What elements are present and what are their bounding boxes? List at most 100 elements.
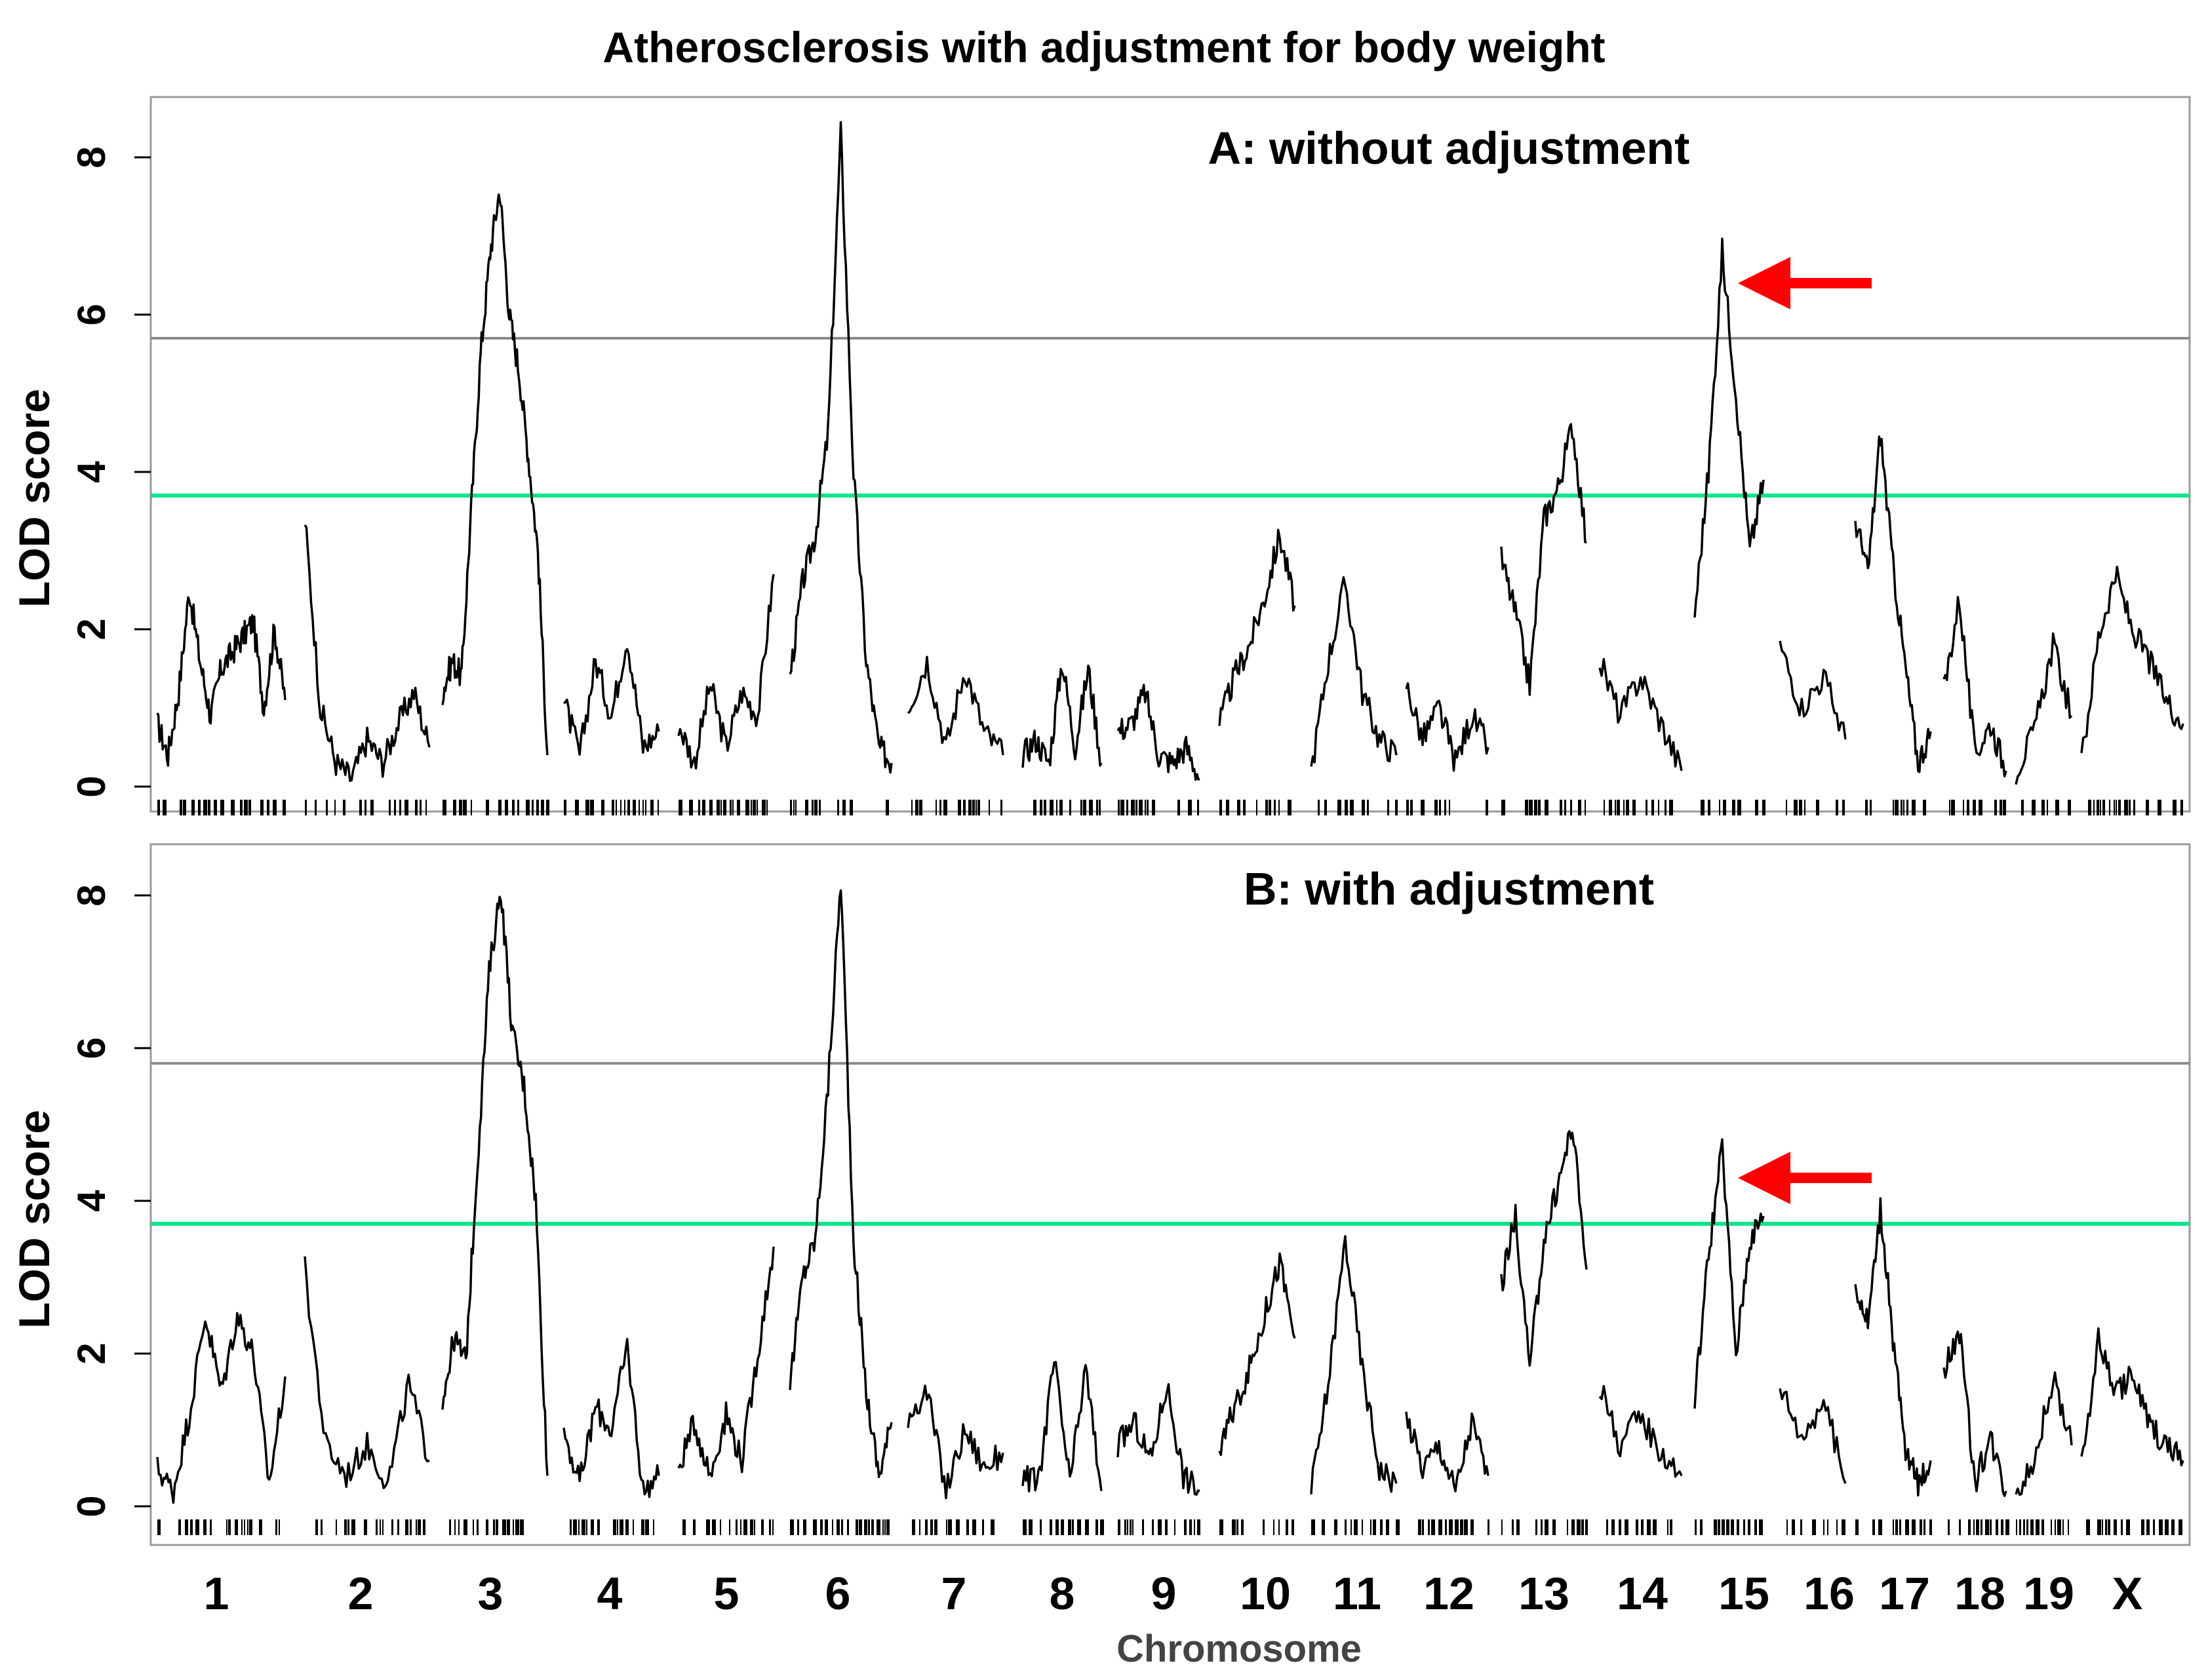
marker-tick (790, 800, 792, 815)
marker-tick (513, 1519, 514, 1535)
marker-tick (347, 1519, 349, 1535)
x-tick-label-chr-10: 10 (1240, 1568, 1291, 1619)
marker-tick (1606, 1519, 1608, 1535)
marker-tick (2041, 1519, 2044, 1535)
marker-tick (1184, 1519, 1187, 1535)
marker-tick (1130, 1519, 1132, 1535)
marker-tick (625, 1519, 629, 1535)
marker-tick (420, 800, 422, 815)
marker-tick (915, 800, 918, 815)
marker-tick (2097, 800, 2099, 815)
marker-tick (326, 800, 328, 815)
lod-curve-chr-2 (304, 524, 431, 782)
marker-tick (351, 1519, 355, 1535)
marker-tick (283, 800, 286, 815)
marker-tick (841, 1519, 843, 1535)
marker-tick (1893, 800, 1894, 815)
marker-tick (1056, 800, 1057, 815)
panel-b-marker-rug (157, 1519, 2182, 1535)
marker-tick (1893, 1519, 1894, 1535)
marker-tick (1516, 1519, 1520, 1535)
marker-tick (458, 1519, 460, 1535)
marker-tick (1118, 800, 1120, 815)
marker-tick (275, 1519, 277, 1535)
marker-tick (2041, 800, 2045, 815)
marker-tick (471, 800, 472, 815)
marker-tick (645, 800, 646, 815)
marker-tick (1979, 800, 1982, 815)
figure-title: Atherosclerosis with adjustment for body… (602, 23, 1605, 71)
marker-tick (2173, 800, 2177, 815)
marker-tick (939, 800, 941, 815)
marker-tick (1100, 1519, 1104, 1535)
marker-tick (613, 1519, 616, 1535)
marker-tick (512, 800, 515, 815)
marker-tick (1827, 1519, 1828, 1535)
marker-tick (195, 1519, 199, 1535)
marker-tick (1232, 1519, 1236, 1535)
marker-tick (633, 800, 636, 815)
marker-tick (1345, 1519, 1347, 1535)
marker-tick (1585, 800, 1586, 815)
marker-tick (315, 800, 317, 815)
marker-tick (1731, 1519, 1734, 1535)
marker-tick (877, 1519, 880, 1535)
marker-tick (1449, 800, 1450, 815)
marker-tick (391, 1519, 393, 1535)
marker-tick (578, 1519, 580, 1535)
marker-tick (1387, 800, 1389, 815)
marker-tick (1923, 800, 1926, 815)
marker-tick (1632, 800, 1636, 815)
marker-tick (1545, 1519, 1548, 1535)
marker-tick (1256, 800, 1257, 815)
marker-tick (682, 1519, 686, 1535)
y-tick-label-6: 6 (69, 1037, 113, 1059)
marker-tick (389, 800, 391, 815)
marker-tick (772, 1519, 774, 1535)
marker-tick (1226, 800, 1229, 815)
lod-curve-chr-8 (1021, 664, 1103, 768)
x-axis-label: Chromosome (1116, 1628, 1362, 1670)
marker-tick (617, 1519, 618, 1535)
marker-tick (1274, 800, 1276, 815)
marker-tick (228, 1519, 231, 1535)
marker-tick (2126, 1519, 2130, 1535)
marker-tick (948, 1519, 952, 1535)
marker-tick (1855, 1519, 1859, 1535)
x-tick-label-chr-2: 2 (348, 1568, 374, 1619)
marker-tick (1354, 1519, 1358, 1535)
marker-tick (1158, 1519, 1162, 1535)
marker-tick (1501, 1519, 1503, 1535)
marker-tick (1237, 800, 1240, 815)
marker-tick (370, 800, 374, 815)
marker-tick (797, 1519, 799, 1535)
marker-tick (273, 800, 277, 815)
lod-curve-chr-18 (1942, 1330, 2007, 1497)
panel-a-y-axis-label: LOD score (10, 389, 58, 608)
marker-tick (240, 800, 243, 815)
marker-tick (399, 800, 401, 815)
marker-tick (359, 800, 362, 815)
marker-tick (1439, 800, 1441, 815)
marker-tick (1651, 800, 1654, 815)
marker-tick (793, 800, 795, 815)
marker-tick (183, 800, 186, 815)
x-tick-label-chr-16: 16 (1804, 1568, 1855, 1619)
marker-tick (2133, 800, 2135, 815)
marker-tick (1370, 1519, 1371, 1535)
marker-tick (1836, 1519, 1838, 1535)
marker-tick (2055, 1519, 2056, 1535)
x-tick-label-chr-17: 17 (1879, 1568, 1930, 1619)
marker-tick (2178, 1519, 2182, 1535)
marker-tick (732, 800, 734, 815)
marker-tick (336, 1519, 337, 1535)
marker-tick (1719, 800, 1720, 815)
marker-tick (825, 1519, 828, 1535)
marker-tick (1273, 1519, 1274, 1535)
marker-tick (570, 1519, 572, 1535)
marker-tick (2068, 1519, 2069, 1535)
marker-tick (1449, 1519, 1453, 1535)
lod-curve-chr-19 (2015, 1371, 2073, 1496)
marker-tick (449, 1519, 451, 1535)
marker-tick (180, 800, 182, 815)
